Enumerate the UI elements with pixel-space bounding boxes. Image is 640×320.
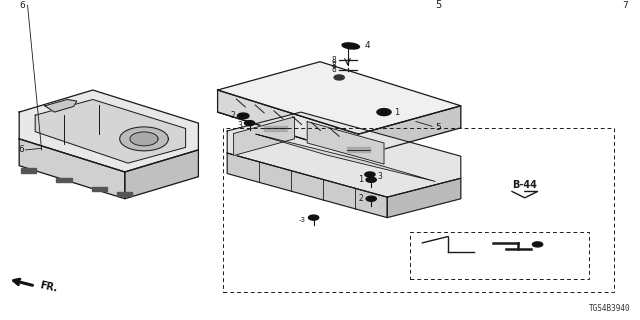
Text: 1: 1 bbox=[358, 175, 364, 184]
Text: 2: 2 bbox=[230, 111, 235, 120]
Polygon shape bbox=[125, 150, 198, 199]
Polygon shape bbox=[307, 122, 384, 164]
Polygon shape bbox=[19, 139, 125, 199]
Polygon shape bbox=[256, 134, 435, 181]
Polygon shape bbox=[387, 178, 461, 218]
Polygon shape bbox=[35, 100, 186, 163]
Text: 8: 8 bbox=[332, 61, 336, 70]
Text: 3: 3 bbox=[237, 121, 242, 130]
Text: 8: 8 bbox=[332, 65, 336, 74]
Bar bbox=[347, 148, 370, 152]
Polygon shape bbox=[358, 106, 461, 156]
Circle shape bbox=[366, 177, 376, 182]
Polygon shape bbox=[227, 112, 461, 197]
Polygon shape bbox=[227, 153, 387, 218]
Text: 8: 8 bbox=[332, 56, 336, 65]
Bar bbox=[21, 168, 36, 172]
Bar bbox=[56, 178, 72, 182]
Text: FR.: FR. bbox=[38, 280, 58, 293]
Ellipse shape bbox=[342, 43, 360, 49]
Circle shape bbox=[120, 127, 168, 151]
Text: B-44: B-44 bbox=[513, 180, 537, 189]
Bar bbox=[264, 126, 287, 131]
Text: TGS4B3940: TGS4B3940 bbox=[589, 304, 630, 313]
Text: 2: 2 bbox=[359, 194, 364, 203]
Text: 3: 3 bbox=[378, 172, 383, 181]
Polygon shape bbox=[45, 100, 77, 112]
Circle shape bbox=[365, 172, 375, 177]
Text: 5: 5 bbox=[435, 0, 442, 10]
Polygon shape bbox=[19, 90, 198, 172]
Polygon shape bbox=[234, 117, 294, 156]
Polygon shape bbox=[218, 62, 461, 134]
Circle shape bbox=[244, 121, 255, 126]
Circle shape bbox=[532, 242, 543, 247]
Text: 6: 6 bbox=[19, 145, 24, 155]
Text: 7: 7 bbox=[622, 1, 628, 10]
Circle shape bbox=[237, 113, 249, 119]
Bar bbox=[223, 128, 614, 292]
Circle shape bbox=[130, 132, 158, 146]
Circle shape bbox=[377, 108, 391, 116]
Polygon shape bbox=[218, 90, 358, 156]
Text: 4: 4 bbox=[365, 42, 371, 51]
Circle shape bbox=[334, 75, 344, 80]
Bar bbox=[92, 187, 107, 191]
Circle shape bbox=[366, 196, 376, 201]
Bar bbox=[410, 232, 589, 279]
Text: 6: 6 bbox=[20, 1, 26, 10]
Circle shape bbox=[308, 215, 319, 220]
Text: 5: 5 bbox=[435, 123, 441, 132]
Bar bbox=[117, 192, 132, 196]
Text: -3: -3 bbox=[299, 217, 306, 223]
Text: 1: 1 bbox=[394, 108, 399, 116]
